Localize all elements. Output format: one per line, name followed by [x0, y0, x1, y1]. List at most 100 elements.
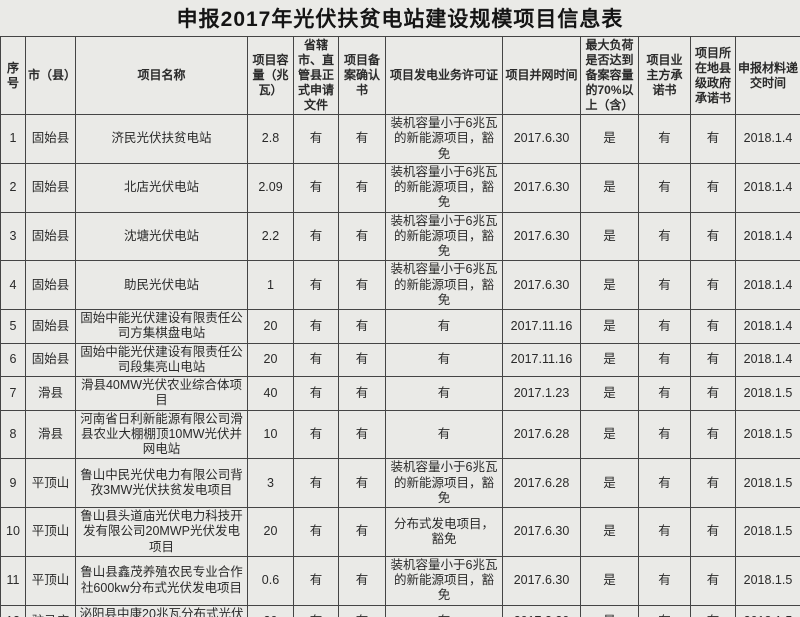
table-cell: 有	[338, 114, 386, 164]
table-cell: 有	[638, 376, 691, 411]
table-cell: 0.6	[247, 555, 294, 606]
table-cell: 8	[0, 409, 26, 460]
table-cell: 驻马店	[25, 604, 76, 617]
table-cell: 有	[338, 409, 386, 460]
table-row: 9 平顶山 鲁山中民光伏电力有限公司背孜3MW光伏扶贫发电项目 3 有有装机容量小于6兆…	[0, 458, 800, 508]
table-cell: 2018.1.5	[735, 376, 800, 411]
table-cell: 泌阳县中康20兆瓦分布式光伏发电项目	[75, 604, 248, 617]
table-cell: 有	[293, 507, 339, 557]
table-cell: 20	[247, 604, 294, 617]
table-cell: 固始县	[25, 211, 76, 262]
table-cell: 9	[0, 458, 26, 508]
table-cell: 1	[0, 114, 26, 164]
table-cell: 装机容量小于6兆瓦的新能源项目，豁免	[385, 211, 503, 262]
table-cell: 平顶山	[25, 555, 76, 606]
table-cell: 有	[690, 211, 736, 262]
table-row: 5 固始县 固始中能光伏建设有限责任公司方集棋盘电站 20 有有有 2017.11.16 是…	[0, 309, 800, 344]
table-cell: 有	[338, 376, 386, 411]
table-cell: 是	[580, 555, 639, 606]
table-cell: 鲁山县鑫茂养殖农民专业合作社600kw分布式光伏发电项目	[75, 555, 248, 606]
table-cell: 20	[247, 342, 294, 377]
table-cell: 5	[0, 309, 26, 344]
table-cell: 有	[385, 309, 503, 344]
table-cell: 7	[0, 376, 26, 411]
table-row: 7 滑县 滑县40MW光伏农业综合体项目 40 有有有 2017.1.23 是有有 2018.…	[0, 376, 800, 411]
table-cell: 2018.1.5	[735, 409, 800, 460]
table-cell: 2017.6.30	[502, 260, 581, 310]
table-cell: 2017.6.28	[502, 409, 581, 460]
table-cell: 4	[0, 260, 26, 310]
table-cell: 有	[638, 458, 691, 508]
column-header: 项目业主方承诺书	[638, 36, 691, 115]
table-cell: 有	[293, 342, 339, 377]
table-cell: 鲁山县头道庙光伏电力科技开发有限公司20MWP光伏发电项目	[75, 507, 248, 557]
table-cell: 有	[293, 260, 339, 310]
table-cell: 济民光伏扶贫电站	[75, 114, 248, 164]
column-header: 最大负荷是否达到备案容量的70%以上（含）	[580, 36, 639, 115]
table-cell: 2018.1.5	[735, 604, 800, 617]
table-cell: 1	[247, 260, 294, 310]
column-header: 项目备案确认书	[338, 36, 386, 115]
table-cell: 40	[247, 376, 294, 411]
table-cell: 分布式发电项目，豁免	[385, 507, 503, 557]
table-cell: 沈塘光伏电站	[75, 211, 248, 262]
table-cell: 2017.6.28	[502, 458, 581, 508]
table-cell: 有	[338, 211, 386, 262]
column-header: 市（县）	[25, 36, 76, 115]
table-cell: 有	[338, 162, 386, 213]
table-cell: 是	[580, 409, 639, 460]
table-cell: 3	[0, 211, 26, 262]
table-cell: 有	[338, 309, 386, 344]
table-row: 6 固始县 固始中能光伏建设有限责任公司段集亮山电站 20 有有有 2017.11.16 是…	[0, 342, 800, 377]
table-cell: 滑县	[25, 409, 76, 460]
table-cell: 20	[247, 309, 294, 344]
table-cell: 有	[338, 458, 386, 508]
table-cell: 有	[690, 507, 736, 557]
table-cell: 2018.1.4	[735, 162, 800, 213]
table-cell: 有	[293, 409, 339, 460]
table-cell: 固始县	[25, 114, 76, 164]
table-cell: 有	[690, 309, 736, 344]
table-cell: 2017.6.30	[502, 555, 581, 606]
table-cell: 滑县40MW光伏农业综合体项目	[75, 376, 248, 411]
table-cell: 是	[580, 309, 639, 344]
table-row: 10 平顶山 鲁山县头道庙光伏电力科技开发有限公司20MWP光伏发电项目 20 有有分布…	[0, 507, 800, 557]
table-cell: 固始县	[25, 260, 76, 310]
table-cell: 有	[338, 342, 386, 377]
table-cell: 有	[638, 309, 691, 344]
table-cell: 装机容量小于6兆瓦的新能源项目，豁免	[385, 458, 503, 508]
table-cell: 2018.1.5	[735, 458, 800, 508]
table-cell: 2	[0, 162, 26, 213]
table-cell: 有	[690, 376, 736, 411]
table-cell: 有	[338, 260, 386, 310]
table-cell: 有	[638, 260, 691, 310]
table-cell: 2018.1.4	[735, 211, 800, 262]
table-cell: 有	[638, 342, 691, 377]
table-cell: 2017.6.30	[502, 114, 581, 164]
table-cell: 有	[293, 309, 339, 344]
project-table: 序号 市（县） 项目名称 项目容量（兆瓦） 省辖市、直管县正式申请文件 项目备案确认书 项目…	[0, 36, 800, 617]
table-cell: 装机容量小于6兆瓦的新能源项目，豁免	[385, 114, 503, 164]
table-body: 1 固始县 济民光伏扶贫电站 2.8 有有装机容量小于6兆瓦的新能源项目，豁免 2017.…	[0, 114, 800, 617]
table-cell: 有	[385, 342, 503, 377]
table-cell: 固始县	[25, 342, 76, 377]
table-cell: 有	[638, 555, 691, 606]
table-cell: 2.2	[247, 211, 294, 262]
table-row: 12驻马店泌阳县中康20兆瓦分布式光伏发电项目20有有有2017.3.30是有有…	[0, 604, 800, 617]
table-cell: 是	[580, 376, 639, 411]
table-row: 4 固始县 助民光伏电站 1 有有装机容量小于6兆瓦的新能源项目，豁免 2017.6.30…	[0, 260, 800, 310]
table-cell: 是	[580, 458, 639, 508]
table-cell: 有	[338, 555, 386, 606]
table-cell: 有	[690, 162, 736, 213]
table-cell: 有	[690, 342, 736, 377]
table-cell: 有	[638, 211, 691, 262]
table-cell: 固始中能光伏建设有限责任公司段集亮山电站	[75, 342, 248, 377]
table-cell: 装机容量小于6兆瓦的新能源项目，豁免	[385, 162, 503, 213]
table-cell: 有	[293, 211, 339, 262]
table-cell: 有	[293, 162, 339, 213]
table-cell: 平顶山	[25, 507, 76, 557]
table-cell: 是	[580, 260, 639, 310]
column-header: 项目容量（兆瓦）	[247, 36, 294, 115]
table-cell: 有	[638, 604, 691, 617]
table-cell: 2018.1.4	[735, 309, 800, 344]
